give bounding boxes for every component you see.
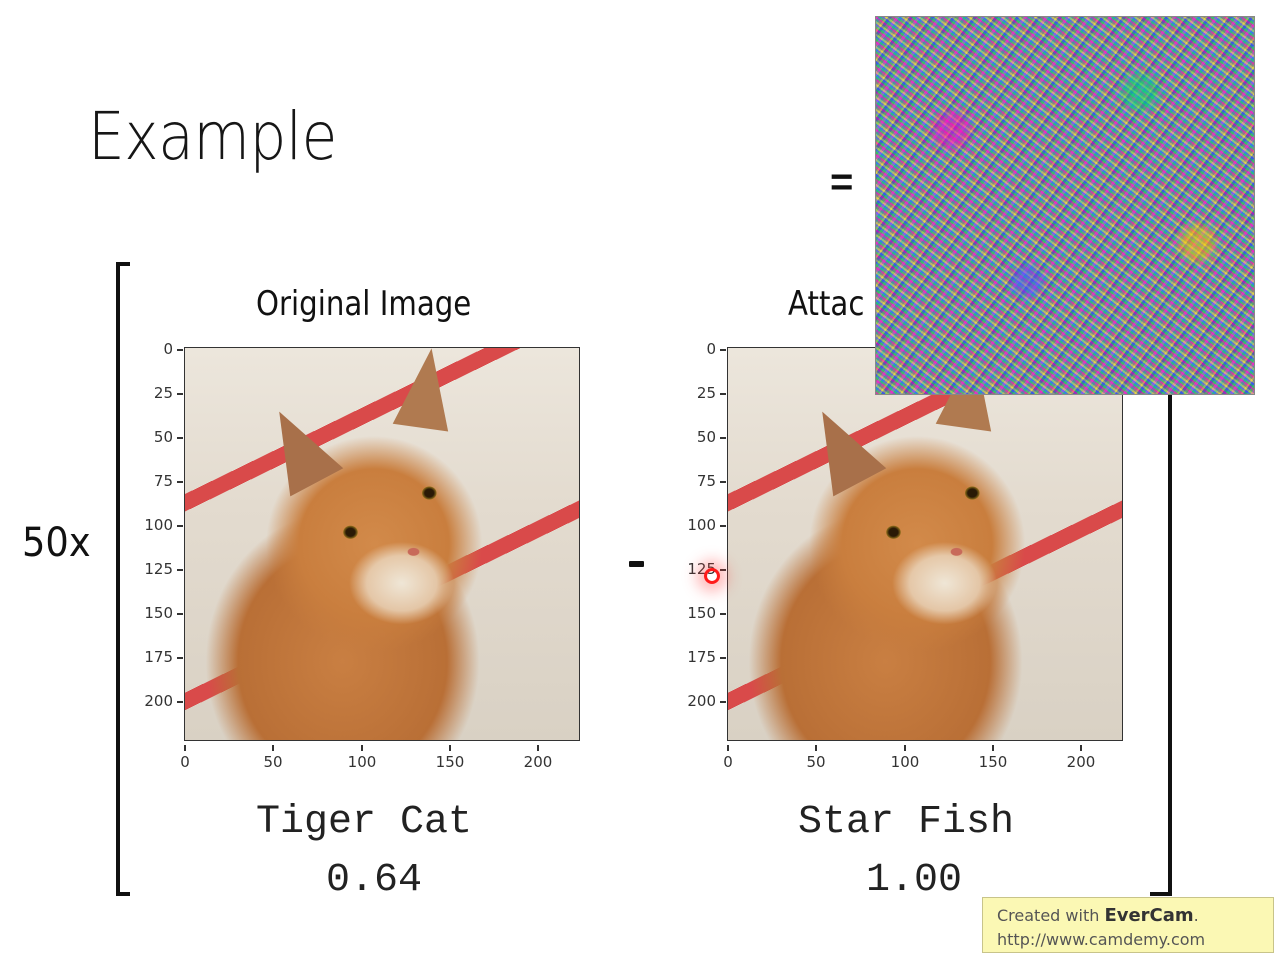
watermark-prefix: Created with — [997, 906, 1105, 925]
x-tick: 100 — [885, 745, 925, 771]
x-tick: 0 — [708, 745, 748, 771]
x-tick: 150 — [430, 745, 470, 771]
y-tick: 50 — [676, 428, 726, 446]
y-tick: 75 — [133, 472, 183, 490]
adversarial-noise-image — [876, 17, 1254, 394]
y-tick: 0 — [676, 340, 726, 358]
watermark-line-1: Created with EverCam. — [997, 904, 1273, 928]
y-tick: 25 — [133, 384, 183, 402]
cursor-highlight-icon — [704, 568, 720, 584]
watermark-brand: EverCam — [1104, 905, 1194, 926]
attacked-image-plot — [727, 347, 1123, 741]
attacked-image-title: Attac — [788, 284, 865, 324]
y-tick: 175 — [133, 648, 183, 666]
attacked-cat-image — [728, 348, 1122, 740]
right-bracket — [1168, 393, 1172, 896]
cat-ear-right — [392, 348, 460, 432]
watermark-suffix: . — [1193, 906, 1199, 925]
right-bracket-foot — [1150, 892, 1172, 896]
y-tick: 25 — [676, 384, 726, 402]
x-tick: 200 — [1061, 745, 1101, 771]
y-tick: 100 — [676, 516, 726, 534]
y-tick: 150 — [133, 604, 183, 622]
attacked-prediction-label: Star Fish — [798, 800, 1015, 845]
equals-sign: = — [830, 160, 854, 204]
watermark-url[interactable]: http://www.camdemy.com — [997, 930, 1206, 949]
y-tick: 200 — [133, 692, 183, 710]
y-tick: 0 — [133, 340, 183, 358]
original-image-plot — [184, 347, 580, 741]
original-image-title: Original Image — [256, 284, 472, 324]
slide-title: Example — [88, 98, 337, 175]
x-tick: 50 — [253, 745, 293, 771]
original-confidence: 0.64 — [326, 858, 423, 903]
x-tick: 150 — [973, 745, 1013, 771]
y-tick: 50 — [133, 428, 183, 446]
y-tick: 175 — [676, 648, 726, 666]
left-bracket — [116, 262, 130, 896]
x-tick: 50 — [796, 745, 836, 771]
multiplier-label: 50x — [22, 520, 91, 566]
y-tick: 75 — [676, 472, 726, 490]
original-prediction-label: Tiger Cat — [256, 800, 473, 845]
y-tick: 100 — [133, 516, 183, 534]
evercam-watermark[interactable]: Created with EverCam. http://www.camdemy… — [982, 897, 1274, 953]
x-tick: 0 — [165, 745, 205, 771]
x-tick: 200 — [518, 745, 558, 771]
y-tick: 125 — [133, 560, 183, 578]
x-tick: 100 — [342, 745, 382, 771]
y-tick: 150 — [676, 604, 726, 622]
tiger-cat-image — [185, 348, 579, 740]
attacked-confidence: 1.00 — [866, 858, 963, 903]
minus-sign — [629, 561, 644, 567]
y-tick: 200 — [676, 692, 726, 710]
